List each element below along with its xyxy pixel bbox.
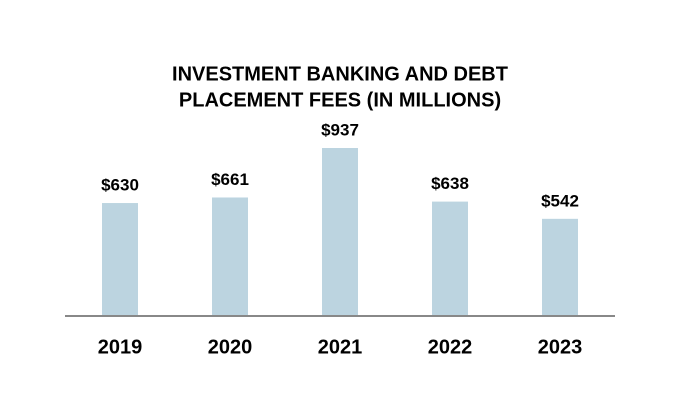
bar [432, 201, 468, 316]
bar [542, 218, 578, 316]
x-tick-label: 2020 [208, 336, 253, 358]
bar [102, 203, 138, 316]
value-label: $638 [431, 174, 469, 193]
value-label: $661 [211, 170, 249, 189]
value-label: $630 [101, 176, 139, 195]
value-label: $937 [321, 120, 359, 139]
bar [322, 148, 358, 316]
chart-title: INVESTMENT BANKING AND DEBT [172, 63, 508, 85]
x-tick-label: 2021 [318, 336, 363, 358]
bar [212, 197, 248, 316]
value-label: $542 [541, 191, 579, 210]
x-tick-label: 2023 [538, 336, 583, 358]
x-tick-label: 2019 [98, 336, 143, 358]
chart-title: PLACEMENT FEES (IN MILLIONS) [179, 89, 501, 111]
x-tick-label: 2022 [428, 336, 473, 358]
